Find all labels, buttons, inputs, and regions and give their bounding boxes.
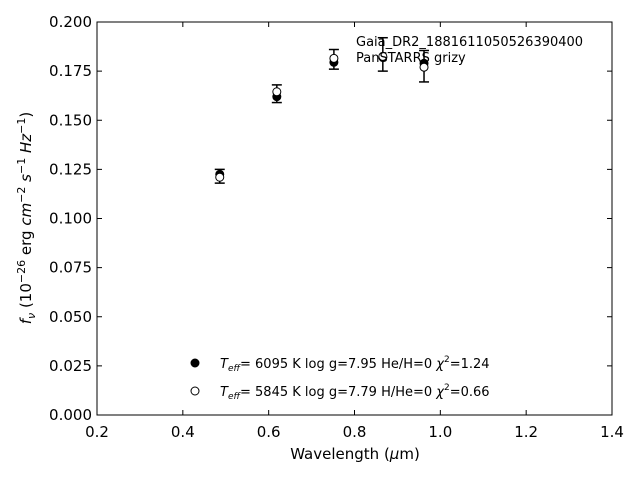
legend-marker-open [190,386,200,396]
y-tick-label: 0.200 [49,13,92,31]
y-axis-label: fν (10−26 erg cm−2 s−1 Hz−1) [15,112,38,325]
data-points [215,51,429,182]
y-tick-label: 0.025 [49,357,92,375]
x-tick-label: 0.6 [257,423,281,441]
x-tick-label: 1.0 [428,423,452,441]
legend-entry: Teff= 6095 K log g=7.95 He/H=0 χ2=1.24 [220,355,490,374]
x-tick-label: 1.2 [514,423,538,441]
x-tick-label: 0.2 [85,423,109,441]
y-tick-label: 0.050 [49,308,92,326]
y-tick-label: 0.150 [49,111,92,129]
x-tick-label: 1.4 [600,423,624,441]
y-tick-label: 0.000 [49,406,92,424]
annotation-object-id: Gaia_DR2_1881611050526390400 [356,35,583,50]
x-tick-label: 0.4 [171,423,195,441]
legend: Teff= 6095 K log g=7.95 He/H=0 χ2=1.24 Te… [190,355,490,402]
y-tick-label: 0.175 [49,62,92,80]
legend-entry: Teff= 5845 K log g=7.79 H/He=0 χ2=0.66 [220,383,490,402]
axis-ticks: 0.2 0.4 0.6 0.8 1.0 1.2 1.4 0.000 0.025 0.050 0.07… [49,13,624,441]
x-tick-label: 0.8 [343,423,367,441]
y-tick-label: 0.075 [49,259,92,277]
annotation-photometry: PanSTARRS grizy [356,51,466,66]
point-open [378,51,388,61]
point-open [272,87,282,97]
legend-marker-filled [190,358,200,368]
y-tick-label: 0.100 [49,210,92,228]
point-open [329,53,339,63]
x-axis-label: Wavelength (μm) [290,445,420,463]
point-open [215,172,225,182]
y-tick-label: 0.125 [49,160,92,178]
point-open [419,62,429,72]
